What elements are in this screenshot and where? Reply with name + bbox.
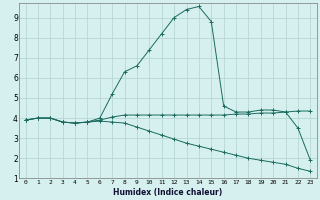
- X-axis label: Humidex (Indice chaleur): Humidex (Indice chaleur): [113, 188, 222, 197]
